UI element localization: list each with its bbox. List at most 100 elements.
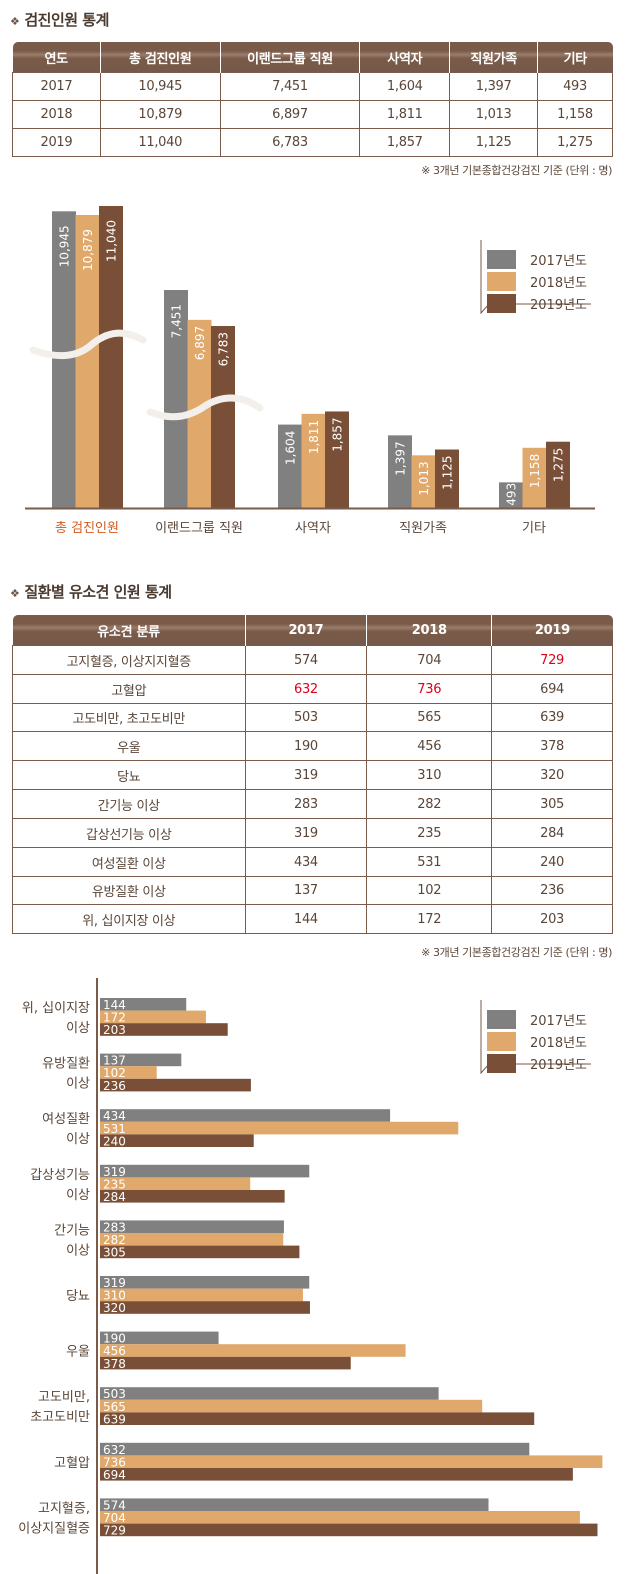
bar — [100, 1220, 284, 1233]
table-row: 갑상선기능 이상 319 235 284 — [12, 818, 613, 848]
category-label: 고도비만, — [38, 1390, 90, 1405]
table-cell: 1,397 — [449, 72, 539, 101]
legend: 2017년도 2018년도 2019년도 — [480, 1000, 591, 1075]
table-cell: 236 — [491, 876, 613, 905]
category-label: 간기능 — [54, 1223, 90, 1238]
diamond-icon: ❖ — [10, 587, 20, 600]
bar — [546, 441, 570, 508]
bar-value-label: 1,811 — [307, 420, 321, 454]
bar — [100, 1387, 439, 1400]
category-label: 총 검진인원 — [55, 521, 119, 536]
bar — [100, 1511, 580, 1524]
bar-value-label: 694 — [103, 1468, 126, 1482]
category-label: 당뇨 — [66, 1289, 90, 1304]
table-cell: 736 — [366, 674, 493, 704]
bar — [411, 455, 436, 508]
bar-value-label: 493 — [505, 483, 519, 506]
table-cell: 319 — [244, 818, 368, 848]
table-cell: 1,857 — [359, 128, 451, 157]
legend-swatch — [487, 1010, 516, 1029]
bar — [100, 1023, 228, 1036]
bar-value-label: 319 — [103, 1165, 126, 1179]
bar-value-label: 1,397 — [394, 441, 408, 475]
header-row: 유소견 분류 2017 2018 2019 — [12, 615, 613, 646]
table-cell: 531 — [366, 847, 493, 877]
table-cell: 310 — [366, 760, 493, 790]
bar-value-label: 1,275 — [552, 448, 566, 482]
bar — [100, 1109, 391, 1122]
bar — [100, 1066, 157, 1079]
legend-label: 2017년도 — [530, 254, 587, 269]
bar-value-label: 283 — [103, 1220, 126, 1234]
bar — [100, 1010, 206, 1024]
table-cell: 190 — [244, 731, 368, 761]
bar-value-label: 378 — [103, 1357, 126, 1371]
table-cell: 632 — [244, 674, 368, 704]
table-cell: 320 — [491, 760, 613, 790]
bar — [100, 1468, 573, 1481]
table-cell: 1,811 — [359, 100, 451, 129]
bar-value-label: 10,879 — [81, 229, 95, 271]
bar-value-label: 137 — [103, 1054, 126, 1068]
column-header: 직원가족 — [449, 42, 538, 73]
bar — [100, 1276, 310, 1289]
table-cell: 503 — [244, 703, 368, 732]
table-cell: 729 — [491, 645, 613, 675]
table-cell: 102 — [366, 876, 493, 905]
bar — [100, 1233, 284, 1246]
bar-value-label: 1,013 — [417, 461, 431, 495]
checkup-count-chart: 10,945 10,879 11,040 총 검진인원 7,451 6,897 6,783 이… — [25, 206, 595, 536]
bar-value-label: 1,158 — [528, 454, 542, 488]
category-label: 기타 — [522, 521, 546, 536]
legend-frame — [480, 1000, 591, 1075]
bar-value-label: 574 — [103, 1498, 126, 1512]
category-label: 이상 — [66, 1132, 90, 1147]
bar — [211, 326, 235, 508]
bar — [301, 413, 326, 508]
bar-value-label: 172 — [103, 1011, 126, 1025]
bar-value-label: 10,945 — [58, 225, 72, 267]
bar — [100, 1245, 300, 1259]
table2-note: ※ 3개년 기본종합건강검진 기준 (단위 : 명) — [421, 946, 612, 959]
category-label: 우울 — [66, 1345, 90, 1360]
bar — [278, 424, 302, 508]
bar — [100, 998, 187, 1011]
bar-value-label: 531 — [103, 1122, 126, 1136]
findings-table: 유소견 분류 2017 2018 2019 고지혈증, 이상지지혈증 574 704 729 고… — [12, 615, 613, 934]
category-label: 유방질환 — [42, 1057, 90, 1072]
bar-value-label: 565 — [103, 1400, 126, 1414]
bar-value-label: 144 — [103, 998, 126, 1012]
column-header: 이랜드그룹 직원 — [219, 42, 360, 73]
table-row: 2017 10,945 7,451 1,604 1,397 493 — [12, 72, 613, 101]
table-cell: 여성질환 이상 — [12, 847, 246, 877]
legend-label: 2018년도 — [530, 1036, 587, 1051]
bar-value-label: 503 — [103, 1387, 126, 1401]
bar-value-label: 319 — [103, 1276, 126, 1290]
bar — [164, 290, 188, 508]
column-header: 2017 — [244, 615, 367, 646]
table1-note: ※ 3개년 기본종합건강검진 기준 (단위 : 명) — [421, 164, 612, 177]
bar — [100, 1190, 285, 1203]
bar — [100, 1164, 310, 1178]
table-cell: 305 — [491, 789, 613, 819]
bar — [100, 1399, 483, 1413]
category-label: 고혈압 — [54, 1456, 90, 1471]
table-cell: 갑상선기능 이상 — [12, 818, 246, 848]
legend-frame — [480, 240, 591, 315]
category-label: 이랜드그룹 직원 — [155, 521, 243, 536]
bar — [435, 449, 459, 508]
category-label: 여성질환 — [42, 1112, 90, 1127]
diamond-icon: ❖ — [10, 15, 20, 28]
bar — [100, 1344, 406, 1357]
column-header: 기타 — [537, 42, 613, 73]
table-cell: 203 — [491, 904, 613, 934]
table-cell: 283 — [244, 789, 368, 819]
bar-value-label: 240 — [103, 1134, 126, 1148]
table-cell: 574 — [244, 645, 368, 675]
category-label: 이상 — [66, 1243, 90, 1258]
